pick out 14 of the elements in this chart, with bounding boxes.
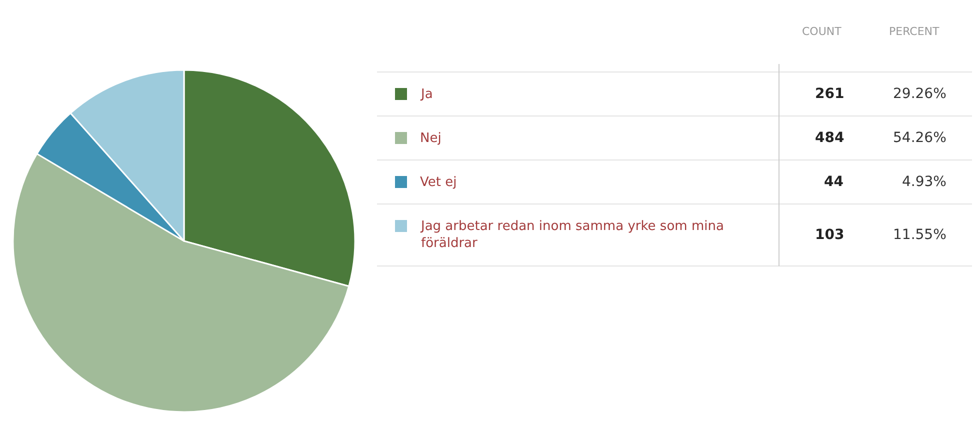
text: 484: [815, 130, 844, 146]
text: 261: [815, 86, 844, 102]
legend-label: Nej: [420, 131, 442, 146]
data-label: 4.93%: [902, 174, 946, 190]
data-label: 54.26%: [893, 130, 946, 146]
text: COUNT: [802, 25, 842, 38]
text: PERCENT: [889, 25, 940, 38]
legend-label: Jag arbetar redan inom samma yrke som mina föräldrar: [420, 219, 724, 251]
text: 103: [815, 227, 844, 243]
data-label: 29.26%: [893, 86, 946, 102]
legend-label: Vet ej: [420, 175, 457, 190]
text: 44: [824, 174, 844, 190]
legend-label: Ja: [420, 87, 433, 102]
data-label: 11.55%: [893, 227, 946, 243]
